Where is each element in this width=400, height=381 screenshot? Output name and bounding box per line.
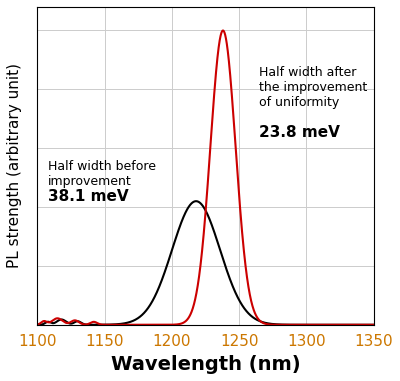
Text: 38.1 meV: 38.1 meV (48, 189, 129, 204)
Text: Half width after
the improvement
of uniformity: Half width after the improvement of unif… (259, 66, 368, 109)
X-axis label: Wavelength (nm): Wavelength (nm) (111, 355, 300, 374)
Y-axis label: PL strength (arbitrary unit): PL strength (arbitrary unit) (7, 63, 22, 268)
Text: Half width before
improvement: Half width before improvement (48, 160, 156, 188)
Text: 23.8 meV: 23.8 meV (259, 125, 340, 140)
